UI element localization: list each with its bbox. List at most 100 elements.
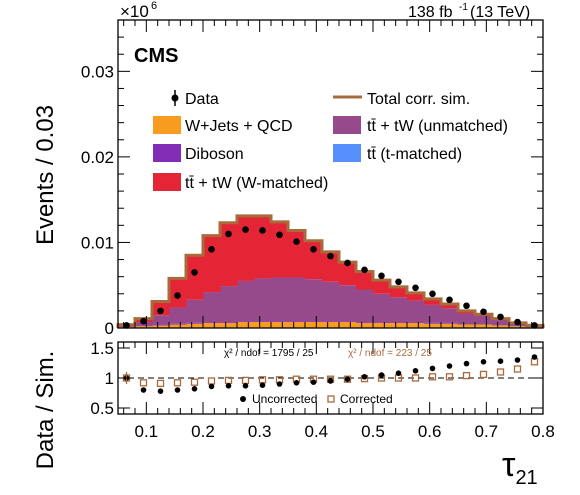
scale-label: ×10 [120, 2, 149, 21]
stack-layer-0 [118, 322, 544, 328]
xtick-label: 0.1 [135, 422, 159, 441]
corrected-point [479, 370, 488, 379]
corrected-point [513, 365, 522, 373]
stack-bar [169, 324, 187, 328]
stack-bar [407, 322, 425, 323]
data-point [140, 317, 147, 325]
corrected-point [343, 375, 352, 383]
data-point [344, 259, 351, 267]
stack-bar [441, 322, 459, 324]
legend-wjets: W+Jets + QCD [153, 116, 293, 135]
ytick-label: 0.01 [81, 233, 114, 252]
uncorrected-point [395, 370, 402, 377]
stack-bar [322, 321, 340, 323]
stack-bar [356, 289, 374, 323]
svg-text:tt̄ + tW (unmatched): tt̄ + tW (unmatched) [367, 118, 508, 135]
main-yaxis-ticks: 0 0.01 0.02 0.03 [81, 36, 543, 338]
stack-bar [203, 292, 221, 323]
stack-bar [424, 298, 442, 305]
ratio-points [122, 354, 539, 395]
main-xaxis-ticks [123, 20, 544, 328]
uncorrected-point [344, 376, 351, 383]
stack-bar [254, 215, 272, 279]
stack-bar [271, 277, 289, 322]
stack-bar [492, 325, 510, 328]
ratio-ylabel: Data / Sim. [32, 351, 59, 470]
corrected-point [156, 379, 165, 388]
uncorrected-point [191, 386, 198, 392]
corrected-point [207, 377, 216, 385]
stack-bar [305, 322, 323, 328]
ytick-label: 0.5 [90, 399, 114, 418]
stack-bar [152, 315, 170, 325]
data-point [412, 284, 419, 292]
data-point [225, 230, 232, 238]
stack-bar [254, 322, 272, 328]
stack-bar [475, 324, 493, 328]
svg-text:tt̄ (t-matched): tt̄ (t-matched) [367, 146, 462, 163]
uncorrected-point [446, 363, 453, 369]
stack-bar [339, 321, 357, 323]
stack-bar [424, 304, 442, 323]
stack-bar [237, 215, 255, 281]
stack-bar [152, 324, 170, 326]
corrected-point [173, 379, 182, 387]
data-point [123, 322, 130, 329]
svg-text:W+Jets + QCD: W+Jets + QCD [185, 118, 293, 135]
corrected-point [462, 371, 471, 380]
stack-bar [356, 322, 374, 323]
stack-bar [441, 323, 459, 328]
stack-bar [441, 304, 459, 309]
ytick-label: 1 [105, 369, 114, 388]
corrected-point [411, 374, 420, 382]
uncorrected-point [208, 383, 215, 390]
ytick-label: 0.02 [81, 148, 114, 167]
stack-bar [271, 321, 289, 323]
ratio-panel: 0.5 1 1.5 0.1 0.2 0.3 0.4 0.5 0.6 0.7 0.8 χ² / nd… [32, 339, 555, 489]
svg-text:Diboson: Diboson [185, 146, 244, 163]
data-point [378, 272, 385, 280]
uncorrected-point [157, 388, 164, 395]
data-point [259, 227, 266, 234]
uncorrected-point [497, 358, 504, 365]
legend: Data Total corr. sim. W+Jets + QCD tt̄ +… [153, 90, 508, 192]
stack-bar [186, 322, 204, 324]
stack-bar [254, 321, 272, 323]
data-point [446, 296, 453, 304]
data-point [429, 290, 436, 298]
xtick-label: 0.2 [191, 422, 215, 441]
stack-bar [203, 322, 221, 323]
scale-exp: 6 [151, 0, 157, 12]
ytick-label: 0.03 [81, 62, 114, 81]
stack-bar [288, 322, 306, 328]
stack-bar [186, 255, 204, 300]
experiment-label: CMS [134, 45, 178, 67]
stack-bar [135, 326, 153, 328]
stack-bar [237, 322, 255, 328]
uncorrected-point [412, 368, 419, 374]
stack-bar [169, 307, 187, 324]
data-points [123, 226, 538, 329]
svg-text:Data: Data [185, 91, 219, 108]
stack-bar [271, 322, 289, 328]
stack-bar [271, 221, 289, 278]
stack-bar [356, 271, 374, 290]
data-point [361, 266, 368, 274]
stack-bar [373, 280, 391, 294]
uncorrected-point [242, 383, 249, 389]
stack-bar [288, 277, 306, 322]
stack-bar [339, 262, 357, 286]
uncorrected-point [259, 382, 266, 389]
stack-bar [305, 279, 323, 322]
ytick-label: 0 [105, 319, 114, 338]
xtick-label: 0.7 [475, 422, 499, 441]
stack-bar [492, 319, 510, 326]
legend-unmatched: tt̄ + tW (unmatched) [333, 116, 508, 135]
uncorrected-point [531, 354, 538, 360]
stack-bar [424, 323, 442, 328]
xtick-label: 0.5 [361, 422, 385, 441]
data-point [327, 252, 334, 260]
stack-bar [203, 322, 221, 328]
stack-bar [475, 316, 493, 325]
stack-layer-1 [152, 321, 459, 326]
